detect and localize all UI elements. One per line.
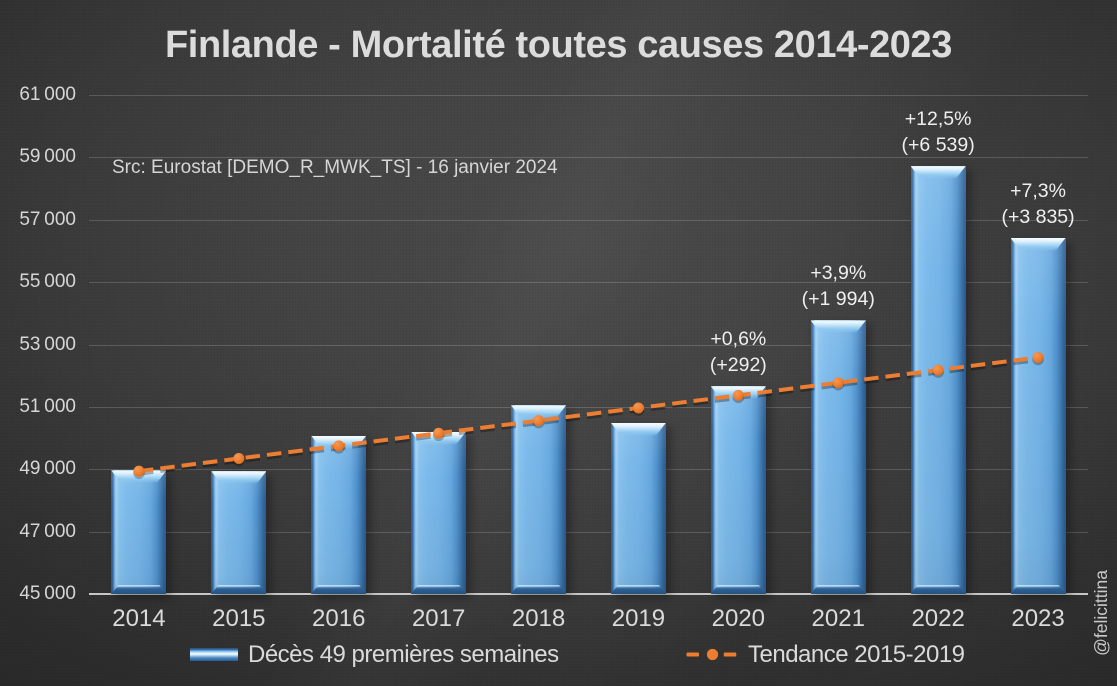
gridline — [89, 406, 1088, 408]
trend-marker-2019 — [632, 402, 644, 414]
y-axis-tick-label: 51 000 — [19, 395, 76, 417]
x-axis-line — [89, 593, 1088, 595]
legend-bar-swatch — [190, 648, 238, 661]
bar-2019 — [610, 422, 666, 594]
trend-marker-2015 — [233, 452, 245, 464]
annotation-line: (+1 994) — [801, 288, 875, 311]
trend-marker-2020 — [732, 389, 744, 401]
trend-marker-2016 — [333, 440, 345, 452]
bar-ledge — [1011, 585, 1066, 594]
gridline — [89, 219, 1088, 221]
gridline — [89, 157, 1088, 159]
trend-marker-2018 — [533, 415, 545, 427]
annotation-2023: +7,3% (+3 835) — [958, 178, 1117, 230]
bar-ledge — [411, 585, 466, 594]
source-note: Src: Eurostat [DEMO_R_MWK_TS] - 16 janvi… — [112, 157, 558, 178]
y-axis-tick-label: 59 000 — [19, 146, 76, 168]
bar-2023 — [1010, 237, 1066, 594]
trend-line-shadow — [138, 357, 1039, 476]
annotation-line: +7,3% — [1010, 179, 1066, 202]
annotation-line: +3,9% — [810, 262, 867, 285]
legend-line-dash — [723, 652, 737, 657]
y-axis-tick-label: 45 000 — [19, 583, 76, 604]
annotation-2021: +3,9% (+1 994) — [758, 260, 918, 312]
bar-bevel — [1011, 238, 1066, 251]
bar-bevel — [211, 471, 266, 484]
x-axis-tick-label: 2019 — [611, 605, 666, 632]
gridline — [89, 531, 1088, 533]
annotation-line: (+6 539) — [901, 134, 975, 157]
bar-2016 — [311, 435, 367, 594]
bar-ledge — [711, 585, 766, 594]
bar-bevel — [911, 166, 966, 179]
bar-bevel — [511, 405, 566, 418]
x-axis-tick-label: 2016 — [312, 605, 366, 632]
annotation-line: +12,5% — [904, 108, 972, 131]
annotation-line: +0,6% — [710, 328, 767, 351]
bar-2015 — [211, 471, 267, 594]
bar-ledge — [511, 585, 566, 594]
bar-bevel — [611, 423, 666, 436]
x-axis-tick-label: 2015 — [212, 605, 266, 632]
bar-ledge — [111, 585, 166, 594]
gridline — [89, 469, 1088, 471]
legend-line-label: Tendance 2015-2019 — [748, 641, 965, 668]
bar-2021 — [810, 320, 866, 594]
annotation-line: (+292) — [709, 354, 767, 377]
legend-line-dot — [706, 648, 719, 661]
x-axis-tick-label: 2022 — [911, 605, 965, 632]
x-axis-tick-label: 2020 — [711, 605, 766, 632]
gridline — [89, 282, 1088, 284]
annotation-line: (+3 835) — [1001, 205, 1075, 228]
y-axis-tick-label: 47 000 — [19, 520, 76, 542]
y-axis-tick-label: 49 000 — [19, 458, 76, 480]
trend-marker-2021 — [832, 377, 844, 389]
annotation-2020: +0,6% (+292) — [658, 326, 818, 378]
x-axis-tick-label: 2018 — [511, 605, 566, 632]
bar-ledge — [611, 585, 666, 594]
x-axis-tick-label: 2021 — [811, 605, 865, 632]
bar-ledge — [311, 585, 366, 594]
legend-line-dash — [686, 652, 699, 657]
bar-ledge — [911, 585, 966, 594]
bar-ledge — [811, 585, 866, 594]
trend-marker-2017 — [433, 427, 445, 439]
gridline — [89, 344, 1088, 346]
gridline — [89, 95, 1088, 96]
y-axis-tick-label: 57 000 — [19, 208, 76, 230]
annotation-2022: +12,5% (+6 539) — [858, 106, 1018, 158]
trend-marker-2022 — [932, 364, 944, 376]
bar-bevel — [811, 320, 866, 333]
legend-bar-label: Décès 49 premières semaines — [248, 641, 559, 668]
bar-2020 — [710, 386, 766, 594]
bar-2022 — [910, 166, 966, 594]
trend-marker-2023 — [1032, 351, 1044, 363]
bar-2014 — [111, 470, 167, 594]
x-axis-tick-label: 2014 — [112, 605, 166, 632]
legend-line-swatch — [686, 648, 737, 661]
bar-bevel — [111, 470, 166, 483]
trend-marker-2014 — [133, 465, 145, 477]
bar-2018 — [511, 405, 567, 594]
x-axis-tick-label: 2017 — [411, 605, 466, 632]
y-axis-tick-label: 61 000 — [19, 84, 76, 105]
bar-ledge — [211, 585, 266, 594]
trend-line — [138, 355, 1039, 474]
x-axis-tick-label: 2023 — [1011, 605, 1065, 632]
watermark: @felicittina — [1091, 570, 1111, 656]
chart-title: Finlande - Mortalité toutes causes 2014-… — [164, 24, 953, 66]
y-axis-tick-label: 55 000 — [19, 271, 76, 293]
y-axis-tick-label: 53 000 — [19, 333, 76, 355]
